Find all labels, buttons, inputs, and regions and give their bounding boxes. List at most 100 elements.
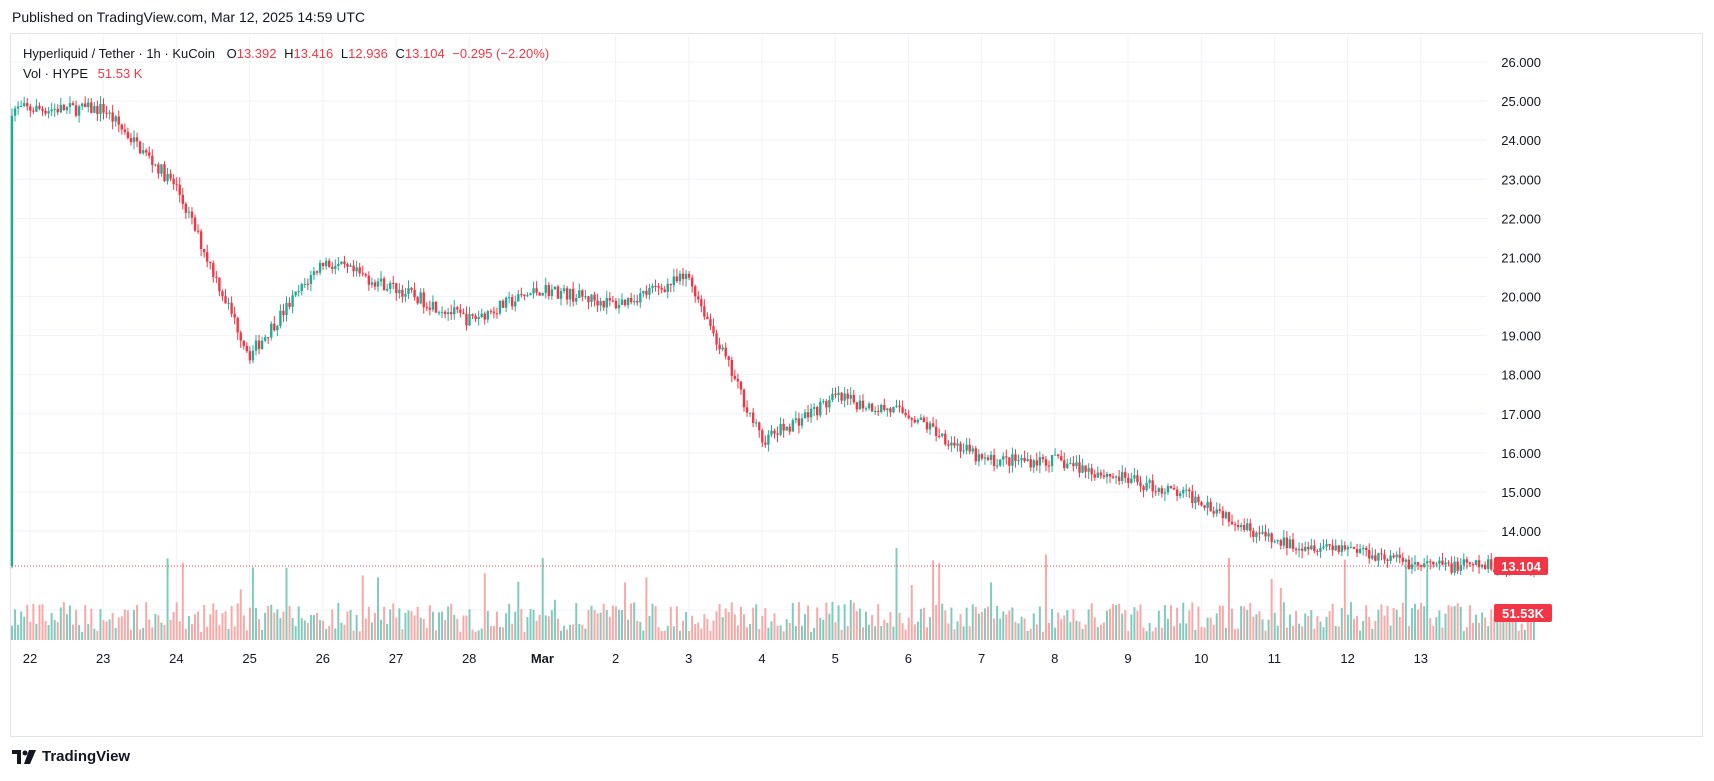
candle-body bbox=[703, 306, 706, 317]
candle-body bbox=[87, 102, 90, 108]
volume-bar bbox=[1362, 621, 1365, 640]
candle-body bbox=[1127, 477, 1130, 484]
candle-body bbox=[1032, 460, 1035, 468]
candle-body bbox=[477, 317, 480, 320]
volume-bar bbox=[1508, 612, 1511, 640]
volume-bar bbox=[767, 627, 770, 640]
candle-body bbox=[892, 406, 895, 413]
candle-body bbox=[1270, 533, 1273, 543]
candle-body bbox=[303, 283, 306, 285]
volume-bar bbox=[1224, 628, 1227, 640]
volume-bar bbox=[1459, 606, 1462, 640]
candle-body bbox=[544, 285, 547, 293]
volume-bar bbox=[489, 626, 492, 640]
symbol-label[interactable]: Hyperliquid / Tether · 1h · KuCoin bbox=[23, 46, 215, 61]
chart-frame[interactable] bbox=[10, 33, 1703, 737]
tradingview-logo[interactable]: TradingView bbox=[12, 748, 130, 765]
volume-bar bbox=[968, 626, 971, 640]
candle-body bbox=[1056, 454, 1060, 457]
volume-bar bbox=[871, 615, 874, 640]
volume-bar bbox=[1441, 627, 1444, 640]
candle-body bbox=[761, 430, 764, 443]
candle-body bbox=[68, 103, 72, 108]
volume-bar bbox=[675, 606, 678, 640]
volume-bar bbox=[1462, 631, 1465, 640]
x-tick-label: 8 bbox=[1051, 651, 1058, 666]
candle-body bbox=[1169, 486, 1173, 489]
volume-bar bbox=[84, 604, 87, 640]
candle-body bbox=[331, 266, 334, 269]
volume-bar bbox=[1118, 603, 1121, 640]
volume-bar bbox=[627, 619, 630, 640]
candle-body bbox=[114, 116, 117, 122]
candle-body bbox=[84, 103, 87, 108]
volume-bar bbox=[1279, 587, 1282, 640]
x-tick-label: 9 bbox=[1124, 651, 1131, 666]
candle-body bbox=[53, 108, 56, 110]
volume-bar bbox=[99, 609, 102, 640]
volume-bar bbox=[1331, 603, 1334, 640]
candle-body bbox=[26, 103, 29, 107]
candle-body bbox=[1453, 561, 1456, 573]
volume-bar bbox=[505, 613, 508, 640]
candle-body bbox=[819, 401, 822, 416]
candle-body bbox=[47, 111, 50, 114]
volume-bar bbox=[1200, 626, 1203, 640]
volume-bar bbox=[1353, 619, 1355, 640]
volume-bar bbox=[880, 625, 883, 640]
candle-body bbox=[883, 404, 886, 411]
volume-bar bbox=[184, 628, 187, 640]
volume-bar bbox=[1069, 622, 1072, 640]
candle-body bbox=[639, 293, 642, 303]
high-label: H bbox=[284, 46, 294, 61]
volume-bar bbox=[44, 621, 47, 640]
volume-bar bbox=[395, 617, 398, 640]
volume-bar bbox=[1273, 612, 1276, 640]
candle-body bbox=[1258, 532, 1261, 534]
volume-bar bbox=[1093, 617, 1096, 640]
volume-bar bbox=[133, 610, 135, 640]
volume-bar bbox=[834, 622, 837, 640]
volume-bar bbox=[529, 608, 532, 640]
candle-body bbox=[233, 313, 236, 318]
candle-body bbox=[1416, 562, 1420, 566]
volume-bar bbox=[331, 609, 334, 640]
volume-bar bbox=[1371, 628, 1374, 640]
volume-bar bbox=[1398, 617, 1401, 640]
candle-body bbox=[938, 435, 941, 437]
candle-body bbox=[1029, 459, 1032, 468]
candle-body bbox=[645, 290, 648, 295]
volume-bar bbox=[309, 614, 312, 640]
volume-bar bbox=[486, 610, 489, 640]
volume-bar bbox=[743, 614, 745, 640]
candle-body bbox=[721, 347, 724, 350]
volume-bar bbox=[72, 624, 74, 640]
volume-bar bbox=[755, 604, 758, 640]
volume-bar bbox=[633, 602, 636, 640]
candle-body bbox=[294, 291, 297, 296]
candle-body bbox=[111, 112, 114, 122]
volume-bar bbox=[1471, 622, 1474, 640]
volume-bar bbox=[922, 607, 925, 640]
volume-bar bbox=[398, 608, 401, 640]
volume-bar bbox=[1432, 625, 1435, 640]
candle-body bbox=[733, 375, 737, 379]
x-tick-label: 27 bbox=[389, 651, 403, 666]
candle-body bbox=[1343, 545, 1347, 550]
candle-body bbox=[1304, 546, 1307, 551]
candle-body bbox=[19, 106, 23, 108]
volume-bar bbox=[910, 584, 913, 640]
candle-body bbox=[1392, 555, 1395, 558]
candle-body bbox=[1331, 545, 1334, 551]
candle-body bbox=[559, 291, 563, 299]
volume-bar bbox=[169, 619, 172, 640]
volume-bar bbox=[1414, 603, 1416, 640]
volume-label[interactable]: Vol · HYPE bbox=[23, 66, 89, 81]
published-note: Published on TradingView.com, Mar 12, 20… bbox=[12, 9, 366, 25]
candle-body bbox=[13, 108, 17, 116]
volume-bar bbox=[111, 613, 114, 640]
candle-body bbox=[1249, 523, 1252, 531]
candle-body bbox=[1136, 475, 1139, 483]
volume-bar bbox=[1322, 627, 1325, 640]
